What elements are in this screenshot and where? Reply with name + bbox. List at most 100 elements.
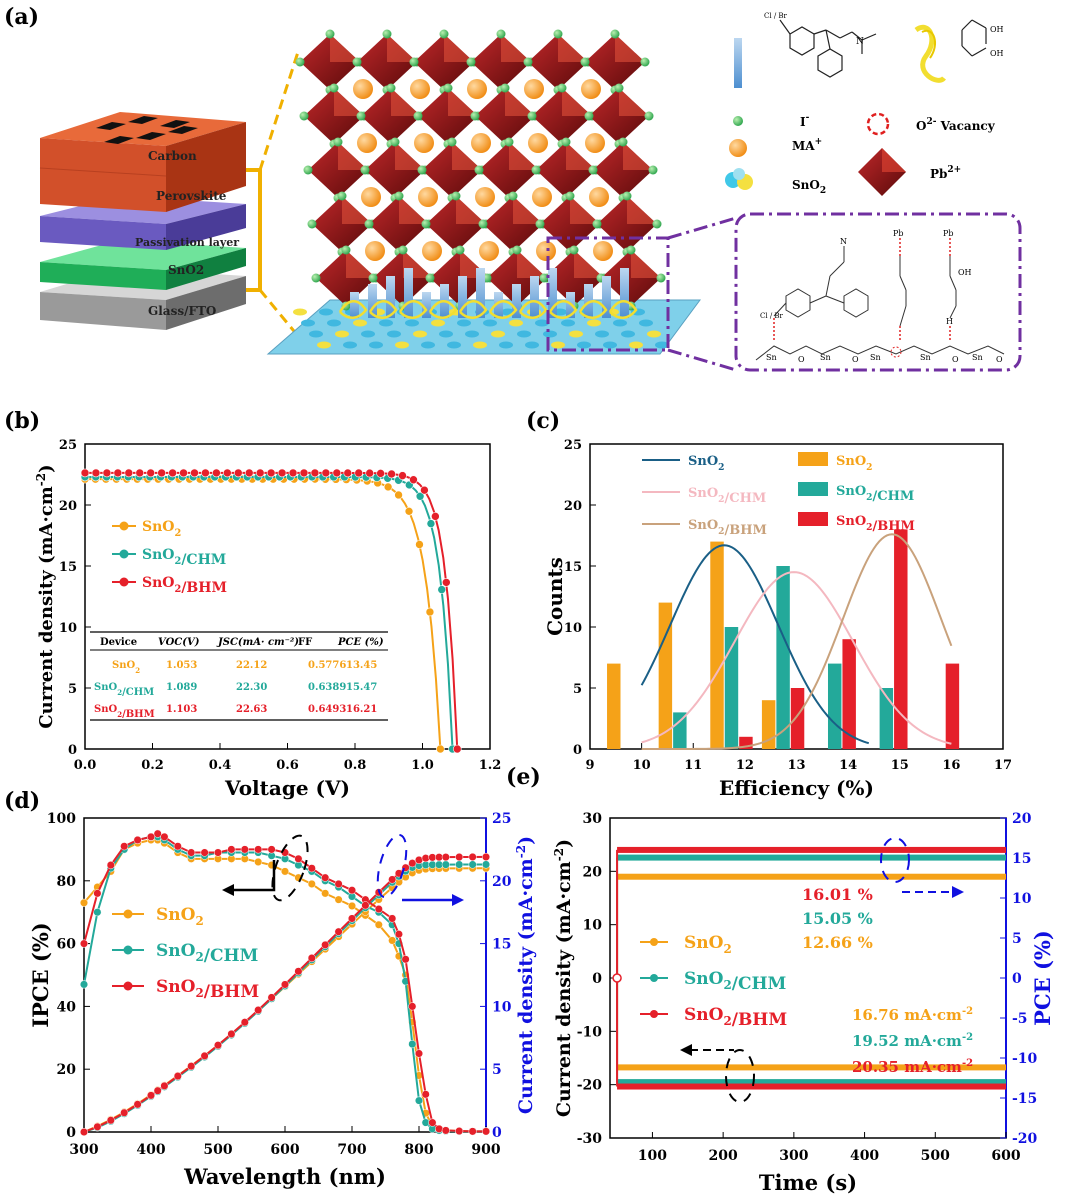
iodide-atom <box>500 83 510 93</box>
bar-legend-swatch <box>798 512 828 526</box>
iodide-atom <box>557 83 567 93</box>
panel-a: (a) Glass/FTO SnO2 Passivation layer Car… <box>4 4 1022 372</box>
vacancy-sup: 2- <box>926 117 936 127</box>
ipce-marker <box>79 898 89 907</box>
right-axis-ellipse <box>376 833 408 899</box>
y-tick-label: 15 <box>59 560 77 575</box>
origin-marker <box>612 973 622 983</box>
iodide-atom <box>311 273 321 283</box>
panel-e-label: (e) <box>506 764 541 790</box>
iodide-atom <box>394 191 404 201</box>
ipce-marker <box>421 1090 430 1099</box>
fit-legend-label: SnO2 <box>688 454 725 473</box>
y-tick-label: 20 <box>564 499 582 514</box>
pce-value-label: 12.66 % <box>802 933 873 952</box>
chm-rod <box>530 276 539 318</box>
ipce-marker <box>254 857 263 867</box>
bhm-molecule <box>368 300 398 319</box>
histogram-bar <box>673 712 687 749</box>
sno2-dot <box>509 319 523 327</box>
bhm-molecule <box>548 300 578 319</box>
jv-marker <box>394 490 403 500</box>
y-tick-label: 20 <box>59 499 77 514</box>
jv-marker <box>442 578 451 587</box>
integrated-current-marker <box>481 852 491 861</box>
chm-structure-icon <box>779 19 877 78</box>
layer-perovskite-label: Perovskite <box>156 189 227 203</box>
ipce-marker <box>468 1127 477 1136</box>
iodide-atom <box>425 273 435 283</box>
y-tick-label: 0 <box>68 743 77 758</box>
jv-marker <box>452 744 462 754</box>
chm-rod <box>548 268 557 318</box>
integrated-current-marker <box>468 860 477 869</box>
ma-cation <box>528 133 548 153</box>
bhm-molecule <box>488 300 518 319</box>
table-cell: 16.21 <box>346 704 377 715</box>
ipce-marker <box>294 854 303 863</box>
pce-value-label: 16.01 % <box>802 885 873 904</box>
jv-marker <box>266 468 276 478</box>
y-tick-label: 25 <box>59 438 77 453</box>
jv-marker <box>310 468 320 478</box>
layer-passivation-label: Passivation layer <box>135 236 239 249</box>
sno2-dot <box>483 319 497 327</box>
integrated-current-marker <box>93 1122 102 1131</box>
sno2-dot <box>413 330 427 338</box>
legend-label: SnO2/BHM <box>684 1005 787 1030</box>
x-tick-label: 15 <box>891 758 909 773</box>
table-header: VOC(V) <box>158 637 200 648</box>
octahedron-facet <box>631 250 661 278</box>
histogram-bar <box>790 688 805 749</box>
sno2-icon <box>725 168 753 190</box>
ipce-marker <box>227 845 236 854</box>
sno2-dot <box>499 341 513 349</box>
iodide-atom <box>451 191 461 201</box>
ipce-marker <box>347 901 357 910</box>
ipce-marker <box>187 848 196 857</box>
y2-tick-label: 15 <box>492 937 511 953</box>
x-tick-label: 13 <box>787 758 805 773</box>
ma-cation <box>471 133 491 153</box>
ipce-marker <box>408 1002 417 1011</box>
x-tick-label: 300 <box>69 1142 98 1158</box>
iodide-atom <box>295 57 305 67</box>
integrated-current-marker <box>414 855 424 865</box>
svg-text:I-: I- <box>800 113 810 129</box>
integrated-current-marker <box>441 860 450 869</box>
jv-marker <box>415 540 424 549</box>
y-tick-label: 40 <box>57 999 77 1015</box>
ma-cation <box>365 241 385 261</box>
iodide-atom <box>447 137 457 147</box>
octahedron-facet <box>391 88 421 116</box>
sno2-dot <box>301 319 315 327</box>
jv-marker <box>343 468 353 478</box>
pce-trace <box>617 854 1006 861</box>
legend-label: SnO2/CHM <box>684 969 787 994</box>
panel-e: (e) 100 200 300 400 500 600-30-20-100102030-2… <box>506 764 1055 1195</box>
ma-cation <box>593 241 613 261</box>
layer-carbon-label: Carbon <box>148 149 197 163</box>
pb-label: Pb <box>930 167 947 181</box>
clbr-interface-label: Cl / Br <box>760 312 784 320</box>
ipce-marker <box>321 873 330 882</box>
y-tick-label: 30 <box>583 811 603 827</box>
sno2-legend-label: SnO <box>792 178 820 192</box>
table-cell: 1.053 <box>166 660 197 671</box>
gaussian-fit <box>640 544 870 745</box>
device-stack: Glass/FTO SnO2 Passivation layer Carbon … <box>39 51 300 337</box>
chm-rod <box>602 276 611 318</box>
jv-marker <box>157 468 166 478</box>
octahedron-facet <box>623 142 653 170</box>
ipce-marker <box>240 845 249 854</box>
x-tick-label: 0.8 <box>344 758 367 773</box>
x-tick-label: 400 <box>850 1148 879 1164</box>
y-tick-label: 80 <box>57 874 77 890</box>
legend-label: SnO2 <box>142 519 181 539</box>
iodide-atom <box>504 137 514 147</box>
layer-passivation-side <box>166 204 246 250</box>
svg-text:SnO2: SnO2 <box>792 178 826 196</box>
y-tick-label: 5 <box>573 682 582 697</box>
jv-marker <box>365 468 374 478</box>
sno2-dot <box>587 319 601 327</box>
